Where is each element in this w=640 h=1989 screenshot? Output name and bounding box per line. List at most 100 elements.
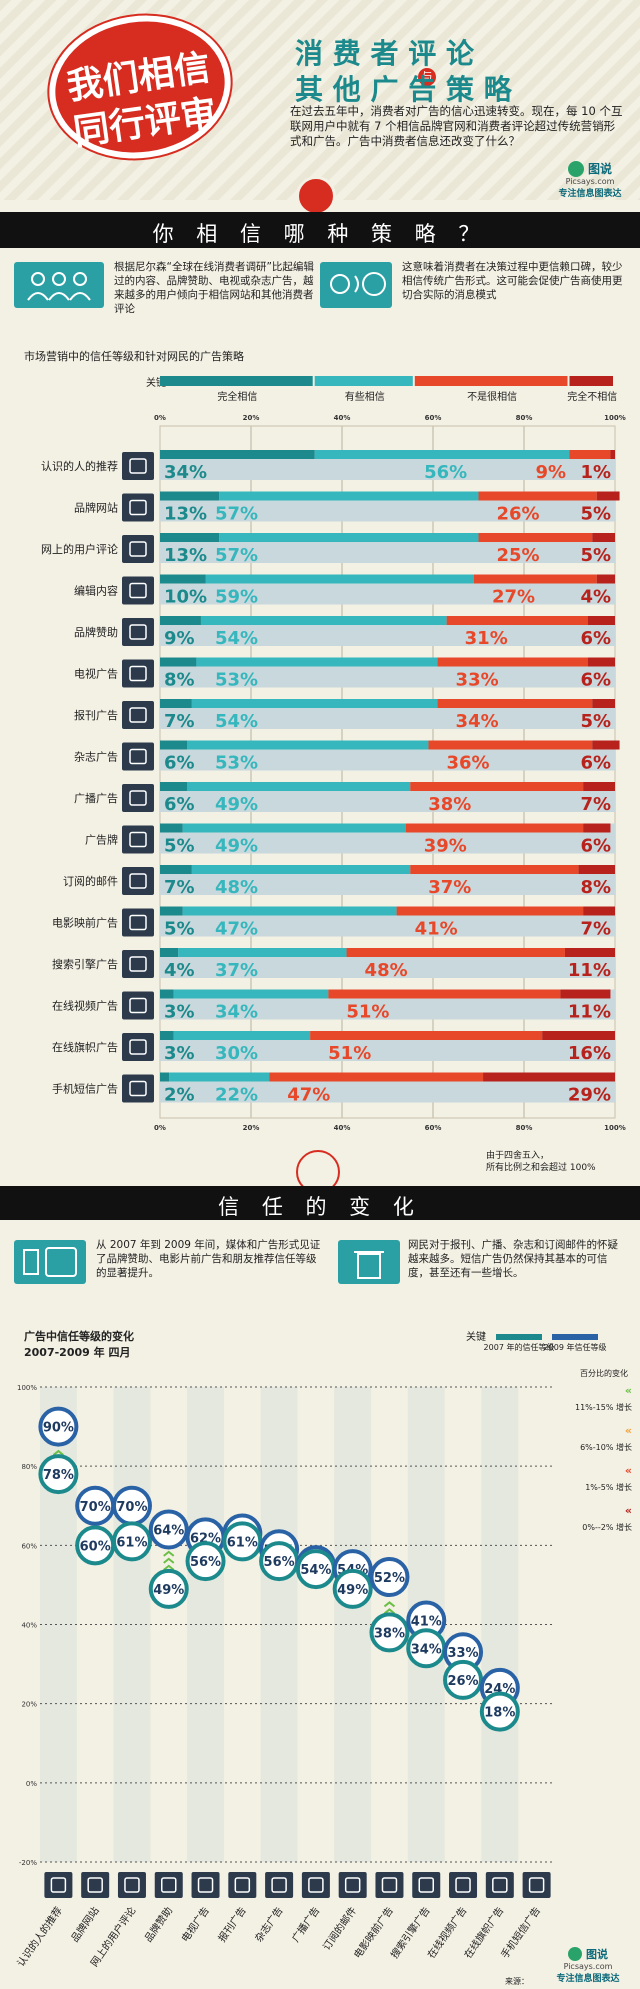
legend-swatch <box>160 376 313 386</box>
dot-2007 <box>222 1521 263 1562</box>
bar-segment <box>160 1072 170 1082</box>
dot-2007-label: 49% <box>153 1583 184 1598</box>
bar-segment <box>542 1031 615 1040</box>
category-label: 品牌赞助 <box>142 1904 176 1944</box>
value-label: 11% <box>568 1002 611 1023</box>
category-label: 订阅的邮件 <box>63 874 118 888</box>
category-label: 电视广告 <box>74 667 118 681</box>
dot-2009-label: 64% <box>153 1524 184 1539</box>
bar-segment <box>205 574 474 584</box>
category-icon <box>117 1872 146 1898</box>
category-icon <box>485 1872 514 1898</box>
value-label: 34% <box>456 711 499 732</box>
category-label: 订阅的邮件 <box>320 1904 359 1952</box>
bar-segment <box>160 450 315 459</box>
value-label: 56% <box>424 462 467 483</box>
legend-label: 完全相信 <box>217 390 257 403</box>
footer-logo-slogan: 专注信息图表达 <box>556 1974 620 1984</box>
bar-segment <box>478 491 597 501</box>
value-label: 30% <box>215 1043 258 1064</box>
bar-segment <box>428 740 593 750</box>
bar-segment <box>200 616 447 625</box>
category-icon <box>228 1872 257 1898</box>
value-label: 49% <box>215 794 258 815</box>
bottom-tick-label: 0% <box>154 1124 166 1132</box>
y-tick-label: 0% <box>26 1780 37 1788</box>
category-icon-glyph <box>129 790 147 806</box>
y-tick-label: 20% <box>21 1701 37 1709</box>
category-label: 广告牌 <box>85 833 118 847</box>
chart2-key-label: 关键 <box>466 1332 486 1343</box>
dot-2007-label: 49% <box>337 1583 368 1598</box>
chart1-footnote-2: 所有比例之和会超过 100% <box>486 1163 596 1173</box>
change-chevron-icon: « <box>625 1384 632 1397</box>
bar-segment <box>196 657 438 667</box>
footer-logo: 图说 Picsays.com 专注信息图表达 <box>540 1946 636 1984</box>
category-icon-glyph <box>129 914 147 931</box>
section1-title: 你 相 信 哪 种 策 略 ？ <box>152 222 488 246</box>
category-label: 编辑内容 <box>74 584 118 598</box>
value-label: 48% <box>215 877 258 898</box>
y-tick-label: 40% <box>21 1622 37 1630</box>
value-label: 48% <box>365 960 408 981</box>
bar-segment <box>483 1072 615 1082</box>
category-icon <box>44 1872 73 1898</box>
category-icon <box>122 825 154 854</box>
dot-2007 <box>479 1691 520 1732</box>
category-icon-glyph <box>129 956 147 972</box>
value-label: 2% <box>164 1085 195 1106</box>
section1-band: 你 相 信 哪 种 策 略 ？ <box>0 212 640 248</box>
change-title: 百分比的变化 <box>580 1368 628 1378</box>
value-label: 51% <box>346 1002 389 1023</box>
value-label: 57% <box>215 545 258 566</box>
dot-2007-label: 26% <box>447 1674 478 1689</box>
value-label: 49% <box>215 836 258 857</box>
category-icon <box>412 1872 441 1898</box>
y-tick-label: -20% <box>19 1859 37 1867</box>
dot-2009-label: 41% <box>411 1615 442 1630</box>
header-intro: 在过去五年中，消费者对广告的信心迅速转变。现在，每 10 个互联网用户中就有 7… <box>290 104 623 148</box>
category-icon-glyph <box>129 831 147 848</box>
category-icon-glyph <box>271 1877 287 1893</box>
bar-segment <box>160 823 183 833</box>
chart1-key-label: 关键 <box>146 378 166 389</box>
value-label: 5% <box>164 919 195 940</box>
bar-segment <box>610 450 615 459</box>
change-chevron <box>52 1449 65 1456</box>
bar-segment <box>314 450 570 459</box>
bar-segment <box>219 533 479 542</box>
bar-segment <box>396 906 584 916</box>
footer-logo-icon <box>568 1947 582 1961</box>
title-connector: 与 <box>418 68 436 86</box>
value-label: 34% <box>215 1002 258 1023</box>
bar-segment <box>169 1072 270 1082</box>
bar-segment <box>583 823 611 833</box>
bar-segment <box>160 533 220 542</box>
bar-segment <box>346 948 565 957</box>
change-label: 11%-15% 增长 <box>575 1402 632 1412</box>
value-label: 5% <box>580 504 611 525</box>
category-icon-glyph <box>87 1877 103 1893</box>
top-tick-label: 80% <box>516 414 533 422</box>
category-icon <box>338 1872 367 1898</box>
title-line2: 其 他 广 告 策 略 <box>295 73 512 106</box>
category-icon <box>122 1074 154 1103</box>
category-icon-glyph <box>344 1877 361 1893</box>
value-label: 25% <box>497 545 540 566</box>
category-icon <box>122 908 154 937</box>
value-label: 11% <box>568 960 611 981</box>
legend-swatch <box>414 376 568 386</box>
category-icon-glyph <box>124 1877 140 1893</box>
category-icon-glyph <box>129 707 147 723</box>
top-tick-label: 60% <box>425 414 442 422</box>
top-tick-label: 20% <box>243 414 260 422</box>
bar-segment <box>587 657 615 667</box>
bar-segment <box>160 906 183 916</box>
people-icon-box <box>14 262 104 308</box>
bar-segment <box>587 616 615 625</box>
dot-2007-label: 56% <box>190 1555 221 1570</box>
bar-segment <box>187 740 429 750</box>
bar-segment <box>160 782 188 791</box>
bottom-tick-label: 80% <box>516 1124 533 1132</box>
value-label: 7% <box>580 794 611 815</box>
